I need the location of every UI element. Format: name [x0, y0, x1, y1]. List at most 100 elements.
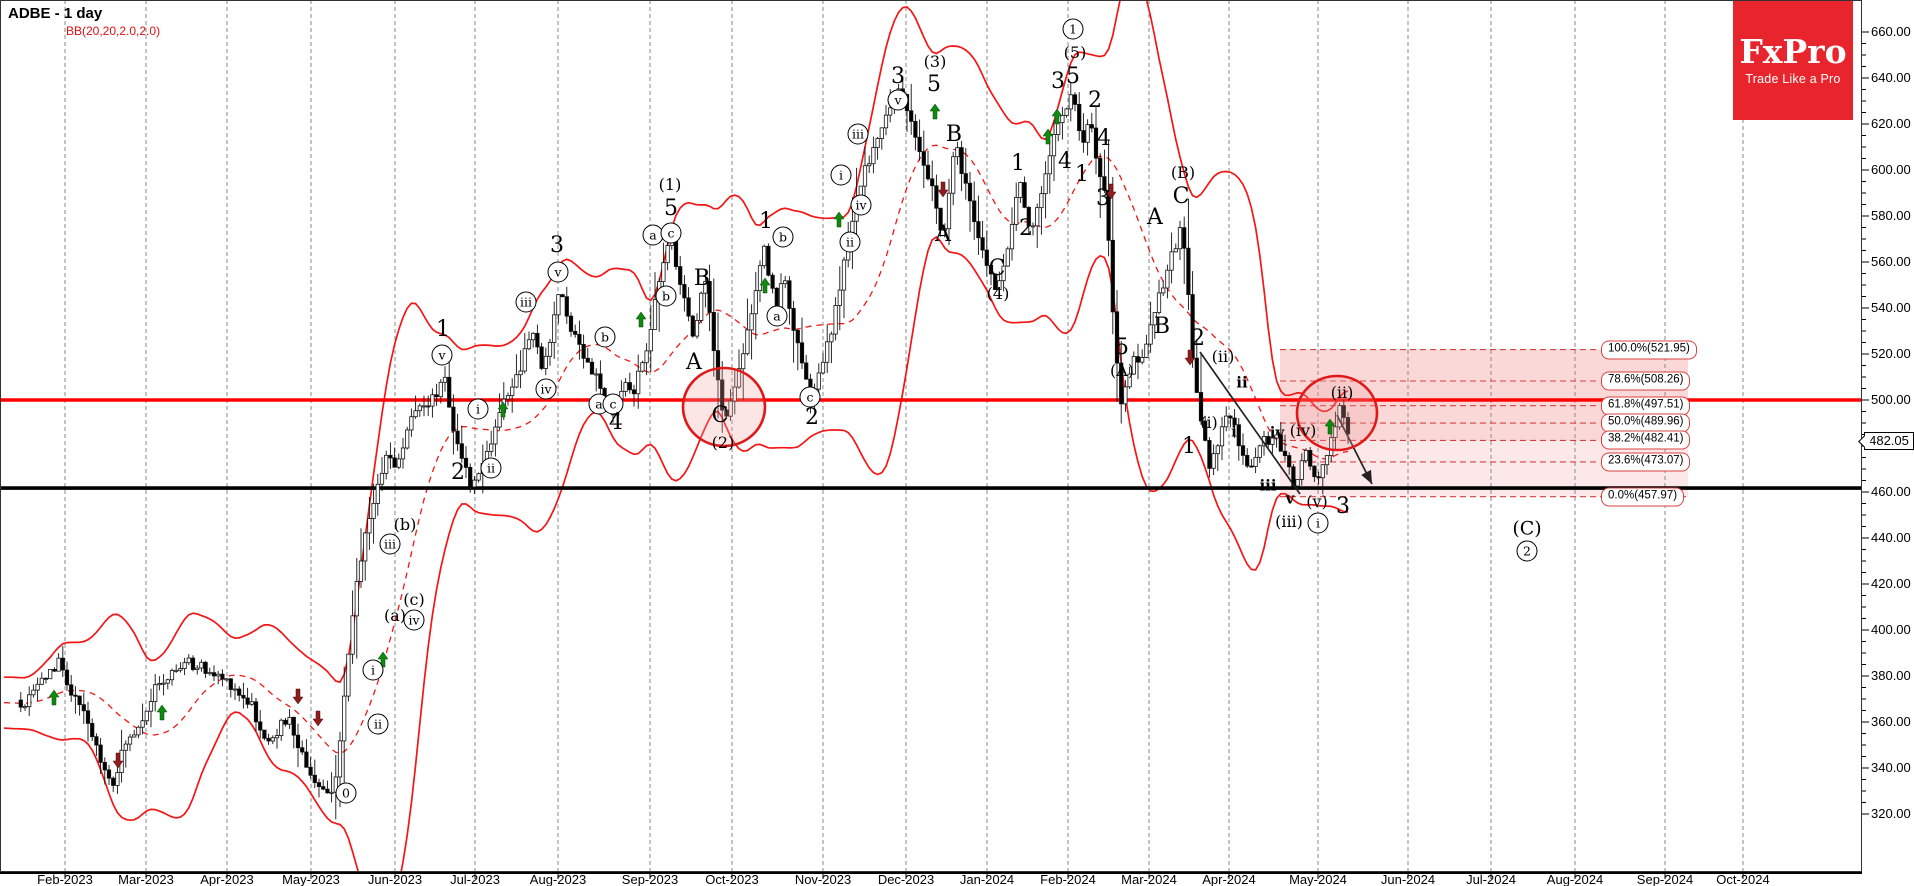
candle [993, 273, 998, 290]
candle [291, 716, 296, 736]
candle [287, 716, 292, 725]
candle [442, 376, 448, 383]
candle [451, 406, 456, 432]
candle [237, 688, 242, 696]
candle [871, 147, 876, 165]
candle [1249, 465, 1254, 468]
candle [820, 361, 826, 374]
candle [686, 297, 691, 317]
candle [455, 430, 460, 445]
candle [623, 382, 628, 392]
candle [888, 107, 893, 116]
candle [81, 704, 86, 712]
candle [1165, 269, 1170, 289]
candle [199, 661, 204, 669]
candle [476, 473, 481, 481]
candle [430, 394, 435, 407]
candle [48, 669, 53, 680]
candle [207, 672, 212, 675]
candle [384, 454, 389, 474]
candle [216, 673, 221, 677]
candle [400, 447, 406, 460]
candle [547, 342, 553, 357]
candle [27, 694, 32, 708]
candle [1295, 478, 1300, 487]
candle [140, 720, 145, 728]
candle [1043, 173, 1048, 195]
candle [795, 329, 800, 344]
candle [354, 581, 359, 617]
candle [1312, 465, 1317, 478]
candle [1224, 415, 1229, 428]
candle [316, 782, 322, 787]
candle [568, 315, 574, 332]
candle [64, 669, 70, 686]
buy-arrow-icon [377, 651, 389, 668]
candle [371, 502, 376, 519]
candle [283, 719, 288, 725]
candle [606, 403, 611, 408]
candle [1085, 124, 1090, 143]
candle [774, 287, 779, 313]
candle [363, 532, 368, 562]
candle [178, 668, 183, 671]
candle [526, 339, 532, 350]
candle [1156, 292, 1162, 313]
candle [875, 138, 880, 148]
candle [585, 357, 590, 363]
candle [644, 350, 649, 364]
candle [976, 221, 981, 239]
candle [102, 761, 107, 771]
candle [703, 281, 708, 294]
candle [854, 196, 859, 222]
candle [56, 657, 61, 672]
candle [1030, 225, 1036, 228]
candle [1236, 424, 1241, 447]
candle [1064, 108, 1069, 116]
candle [883, 114, 889, 129]
candle [1098, 157, 1103, 178]
buy-arrow-icon [497, 401, 509, 418]
sell-arrow-icon [292, 688, 304, 705]
candle [169, 670, 175, 681]
candle [468, 466, 473, 488]
candle [337, 740, 343, 778]
candle [1345, 417, 1351, 435]
candle [1303, 449, 1309, 462]
candle [669, 240, 674, 246]
candle [31, 689, 36, 696]
candle [1005, 248, 1010, 267]
plot-area[interactable] [0, 0, 1862, 886]
candle [564, 296, 569, 317]
candle [98, 744, 103, 763]
candle [539, 346, 544, 369]
candle [157, 683, 162, 686]
candle [552, 314, 557, 343]
candle [921, 151, 926, 166]
candle [1001, 265, 1006, 282]
buy-arrow-icon [929, 103, 941, 120]
candle [560, 294, 565, 298]
candle [1068, 94, 1073, 110]
candle [1093, 127, 1099, 159]
candle [736, 368, 742, 388]
candle [1102, 176, 1107, 191]
candle [804, 362, 809, 380]
candle [900, 88, 905, 95]
candle [484, 451, 490, 464]
candle [321, 786, 326, 790]
candle [615, 398, 620, 416]
candle [694, 320, 700, 337]
candle [1077, 103, 1082, 132]
candle [762, 245, 767, 267]
candle [274, 735, 280, 739]
candle [1135, 356, 1141, 363]
candle [829, 333, 834, 343]
candle [480, 462, 485, 475]
candle [1114, 311, 1120, 364]
candle [1215, 445, 1220, 455]
candle [270, 737, 275, 742]
candle [463, 457, 469, 468]
candle [997, 280, 1002, 290]
